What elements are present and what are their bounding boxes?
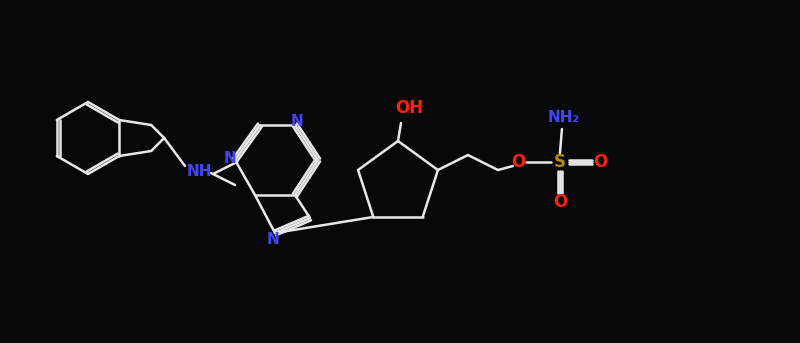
Text: NH: NH [186, 164, 212, 178]
Text: N: N [266, 232, 279, 247]
Text: O: O [593, 153, 607, 171]
Text: N: N [224, 151, 236, 166]
Text: NH₂: NH₂ [548, 109, 580, 125]
Text: O: O [553, 193, 567, 211]
Text: N: N [290, 114, 303, 129]
Text: O: O [511, 153, 525, 171]
Text: OH: OH [395, 99, 423, 117]
Text: S: S [554, 153, 566, 171]
